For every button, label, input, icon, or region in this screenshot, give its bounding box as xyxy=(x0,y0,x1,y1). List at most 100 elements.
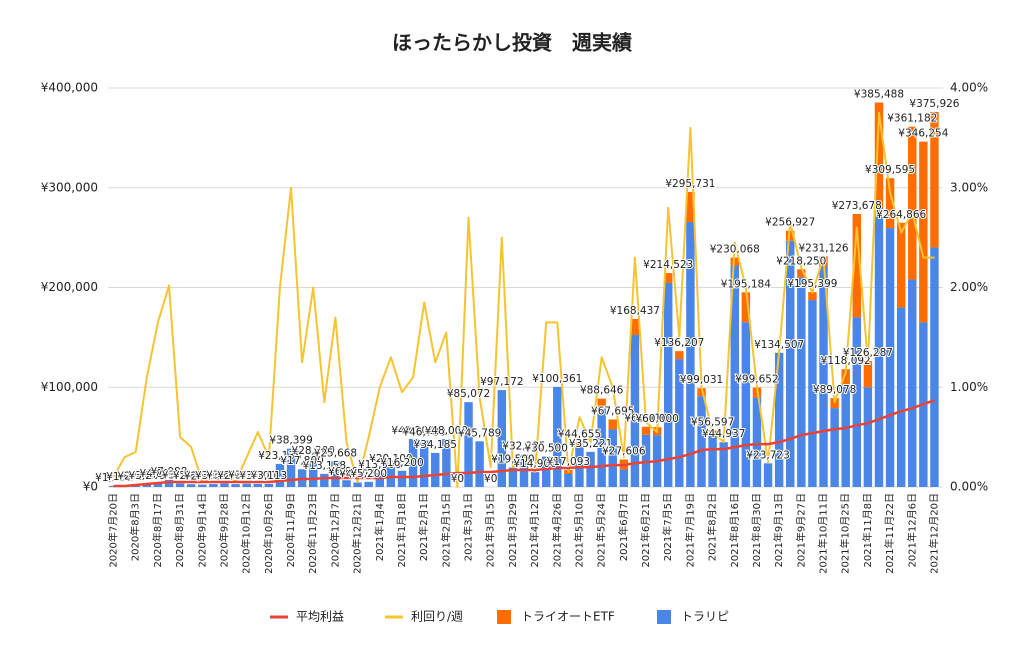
x-tick-label: 2021年5月24日 xyxy=(595,493,608,568)
legend-label: トライオートETF xyxy=(521,610,615,624)
bar-segment xyxy=(442,439,451,487)
bar-segment xyxy=(320,473,329,487)
total-value-label: ¥23,723 xyxy=(746,449,789,461)
x-tick-label: 2021年8月30日 xyxy=(750,493,763,568)
total-value-label: ¥2,800 xyxy=(173,470,210,482)
x-tick-label: 2021年7月5日 xyxy=(661,493,674,561)
bar-segment xyxy=(686,192,695,222)
x-tick-label: 2020年10月26日 xyxy=(262,493,275,574)
y2-tick-label: 1.00% xyxy=(950,380,988,394)
bar-segment xyxy=(730,265,739,487)
total-value-label: ¥32,335 xyxy=(502,441,545,453)
bar-segment xyxy=(286,448,296,487)
total-value-label: ¥99,652 xyxy=(735,374,778,386)
y2-tick-label: 3.00% xyxy=(950,180,988,194)
bar-segment xyxy=(919,141,928,323)
bar-segment xyxy=(797,269,806,278)
total-value-label: ¥17,800 xyxy=(280,455,323,467)
total-value-label: ¥3,200 xyxy=(128,470,165,482)
bar-segment xyxy=(475,441,484,487)
total-value-label: ¥361,182 xyxy=(887,113,937,125)
total-value-label: ¥168,437 xyxy=(610,305,660,317)
bar-segment xyxy=(198,484,207,487)
total-value-label: ¥3,300 xyxy=(228,470,265,482)
x-tick-label: 2020年10月12日 xyxy=(240,493,253,574)
x-tick-label: 2020年11月23日 xyxy=(306,493,319,574)
total-value-label: ¥23,136 xyxy=(258,450,302,462)
legend-swatch xyxy=(657,610,671,624)
x-tick-label: 2021年1月4日 xyxy=(373,493,386,561)
bar-segment xyxy=(220,483,229,487)
bar-segment xyxy=(852,214,862,318)
x-tick-label: 2020年12月21日 xyxy=(351,493,364,574)
bar-segment xyxy=(175,483,185,487)
bar-segment xyxy=(830,408,839,487)
bar-segment xyxy=(630,318,640,335)
bar-segment xyxy=(863,387,873,487)
series-line xyxy=(113,399,935,488)
total-value-label: ¥45,789 xyxy=(458,427,501,439)
bar-segment xyxy=(164,479,174,487)
bar-segment xyxy=(541,456,551,487)
total-value-label: ¥30,500 xyxy=(524,443,567,455)
bar-segment xyxy=(719,442,728,487)
bar-segment xyxy=(752,397,762,487)
bar-segment xyxy=(896,222,906,308)
total-value-label: ¥5,200 xyxy=(350,468,387,480)
total-value-label: ¥1,200 xyxy=(95,472,132,484)
bar-segment xyxy=(908,279,917,487)
bar-segment xyxy=(508,467,518,487)
bar-segment xyxy=(808,292,817,301)
x-tick-label: 2021年8月16日 xyxy=(728,493,741,568)
x-tick-label: 2021年2月15日 xyxy=(439,493,452,568)
bar-segment xyxy=(930,112,939,248)
bar-segment xyxy=(641,426,651,435)
bar-segment xyxy=(375,473,385,487)
total-value-label: ¥44,937 xyxy=(702,428,745,440)
bar-segment xyxy=(464,402,473,487)
bar-segment xyxy=(597,398,606,408)
x-tick-label: 2021年3月15日 xyxy=(484,493,497,568)
bar-segment xyxy=(397,470,407,487)
bar-segment xyxy=(697,388,706,397)
total-value-label: ¥2,500 xyxy=(117,471,154,483)
total-value-label: ¥3,600 xyxy=(206,469,243,481)
total-value-label: ¥13,158 xyxy=(303,460,346,472)
total-value-label: ¥4,475 xyxy=(339,469,376,481)
total-value-label: ¥195,399 xyxy=(787,278,837,290)
x-tick-label: 2021年3月29日 xyxy=(506,493,519,568)
total-value-label: ¥3,500 xyxy=(162,470,199,482)
bar-segment xyxy=(874,102,884,208)
x-tick-label: 2021年3月1日 xyxy=(462,493,475,561)
bar-segment xyxy=(841,369,850,385)
bar-segment xyxy=(619,469,629,487)
bar-segment xyxy=(819,266,828,487)
total-value-label: ¥28,300 xyxy=(292,445,335,457)
bar-segment xyxy=(564,473,573,487)
bar-segment xyxy=(597,407,606,487)
y-tick-label: ¥0 xyxy=(83,480,98,494)
total-value-label: ¥16,200 xyxy=(380,457,423,469)
y2-tick-label: 4.00% xyxy=(950,81,988,95)
x-tick-label: 2021年11月22日 xyxy=(883,493,896,574)
total-value-label: ¥273,678 xyxy=(832,200,882,212)
total-value-label: ¥136,207 xyxy=(654,337,704,349)
total-value-label: ¥264,866 xyxy=(876,209,926,221)
x-tick-label: 2021年6月21日 xyxy=(639,493,652,568)
total-value-label: ¥46,700 xyxy=(402,426,445,438)
total-value-label: ¥134,507 xyxy=(754,339,804,351)
total-value-label: ¥48,200 xyxy=(391,425,434,437)
y-tick-label: ¥400,000 xyxy=(41,81,98,95)
bar-segment xyxy=(885,178,895,229)
bar-segment xyxy=(741,322,751,487)
bar-segment xyxy=(575,442,584,447)
bar-segment xyxy=(697,396,706,487)
x-tick-label: 2021年8月2日 xyxy=(706,493,719,561)
bar-segment xyxy=(231,484,240,487)
bar-segment xyxy=(364,481,373,487)
x-tick-label: 2021年4月12日 xyxy=(528,493,541,568)
bar-segment xyxy=(730,257,739,266)
bar-segment xyxy=(186,484,196,487)
x-tick-label: 2020年9月28日 xyxy=(217,493,230,568)
